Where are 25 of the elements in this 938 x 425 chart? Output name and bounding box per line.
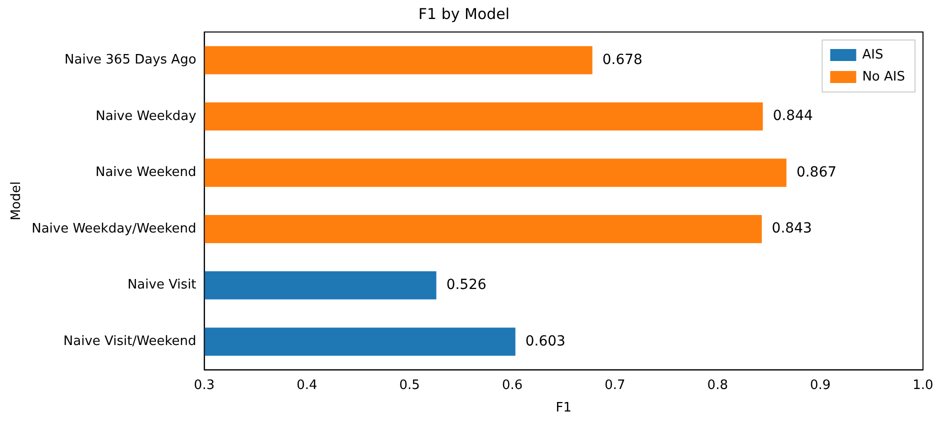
x-tick-label: 0.4 <box>296 378 318 393</box>
data-label: 0.678 <box>602 52 642 68</box>
y-tick-label: Naive 365 Days Ago <box>64 52 196 68</box>
x-tick-label: 0.8 <box>707 378 728 393</box>
y-tick-label: Naive Weekday <box>96 108 197 124</box>
data-label: 0.844 <box>772 108 813 124</box>
y-tick-label: Naive Visit <box>127 278 196 293</box>
legend-label: AIS <box>862 47 884 62</box>
x-axis-title: F1 <box>556 400 572 416</box>
x-tick-label: 0.5 <box>399 378 420 393</box>
legend-label: No AIS <box>862 69 906 84</box>
data-label: 0.526 <box>446 276 486 293</box>
chart-title: F1 by Model <box>418 4 510 23</box>
y-tick-label: Naive Visit/Weekend <box>63 334 196 350</box>
x-tick-label: 0.9 <box>810 378 831 393</box>
x-tick-label: 0.7 <box>604 378 626 393</box>
y-tick-label: Naive Weekday/Weekend <box>32 221 196 236</box>
y-axis-title: Model <box>9 181 24 220</box>
data-label: 0.843 <box>772 220 812 237</box>
x-tick-label: 0.6 <box>502 378 523 393</box>
x-tick-label: 0.3 <box>194 378 215 393</box>
y-tick-label: Naive Weekend <box>95 165 196 180</box>
x-tick-label: 1.0 <box>912 378 934 393</box>
data-label: 0.603 <box>525 333 566 350</box>
data-label: 0.867 <box>796 164 837 180</box>
